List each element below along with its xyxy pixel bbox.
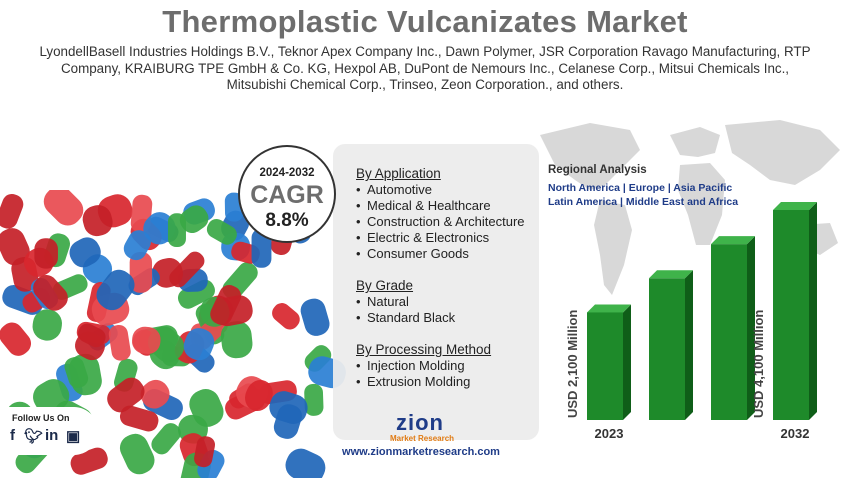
- pellet: [220, 321, 253, 359]
- segment-list-grade: Natural Standard Black: [356, 294, 455, 326]
- bar-top: [649, 270, 693, 279]
- logo-tagline: Market Research: [390, 434, 455, 443]
- segment-item: Standard Black: [356, 310, 455, 326]
- segment-item: Automotive: [356, 182, 525, 198]
- segment-item: Natural: [356, 294, 455, 310]
- facebook-icon[interactable]: f: [10, 427, 15, 444]
- market-size-chart: 2023 USD 2,100 Million 2032 USD 4,100 Milli…: [565, 202, 817, 441]
- pellet: [169, 251, 205, 288]
- segment-list-processing: Injection Molding Extrusion Molding: [356, 358, 470, 390]
- pellet: [69, 237, 101, 268]
- pellet: [64, 357, 89, 388]
- bar-top: [773, 202, 817, 210]
- data-label: USD 4,100 Million: [751, 310, 766, 418]
- regional-line: North America | Europe | Asia Pacific: [548, 182, 733, 194]
- segment-item: Construction & Architecture: [356, 214, 525, 230]
- world-map-graphic: [540, 120, 840, 295]
- pellet: [0, 193, 24, 229]
- pellet: [32, 309, 63, 341]
- bar-side: [809, 202, 817, 420]
- cagr-label: CAGR: [250, 181, 324, 209]
- cagr-years: 2024-2032: [259, 167, 315, 179]
- pellet: [0, 228, 30, 266]
- pellet: [132, 326, 161, 354]
- pellets-image: [0, 190, 346, 478]
- cagr-badge: 2024-2032 CAGR 8.8%: [238, 145, 336, 243]
- segment-item: Extrusion Molding: [356, 374, 470, 390]
- pellet: [119, 405, 159, 432]
- pellet: [129, 252, 153, 293]
- cagr-value: 8.8%: [265, 210, 309, 231]
- data-label: USD 2,100 Million: [565, 310, 580, 418]
- pellet: [119, 433, 155, 475]
- segment-item: Medical & Healthcare: [356, 198, 525, 214]
- pellet: [285, 448, 326, 478]
- pellet: [123, 230, 151, 261]
- regional-analysis-title: Regional Analysis: [548, 164, 647, 176]
- follow-us-box: Follow Us On f 🐦︎ in ▣: [0, 407, 98, 455]
- x-tick-label: 2032: [781, 426, 810, 441]
- pellet: [0, 322, 32, 356]
- x-tick-label: 2023: [595, 426, 624, 441]
- pellet: [183, 328, 215, 361]
- bar-side: [685, 270, 693, 420]
- bar-side: [623, 304, 631, 420]
- zion-logo[interactable]: zion Market Research: [386, 410, 466, 446]
- pellet: [107, 377, 145, 413]
- pellet: [77, 323, 106, 348]
- segment-item: Injection Molding: [356, 358, 470, 374]
- page-title: Thermoplastic Vulcanizates Market: [162, 4, 688, 39]
- bar: [773, 210, 809, 420]
- companies-line: LyondellBasell Industries Holdings B.V.,…: [39, 44, 811, 59]
- pellet: [300, 298, 330, 336]
- segment-title-grade: By Grade: [356, 278, 414, 293]
- pellet: [33, 274, 68, 311]
- twitter-icon[interactable]: 🐦︎: [24, 428, 44, 445]
- segment-item: Consumer Goods: [356, 246, 525, 262]
- pellet: [43, 190, 84, 226]
- pellet: [189, 389, 224, 427]
- bar-side: [747, 236, 755, 420]
- bar: [649, 278, 685, 420]
- companies-line: Company, KRAIBURG TPE GmbH & Co. KG, Hex…: [60, 60, 790, 76]
- segment-item: Electric & Electronics: [356, 230, 525, 246]
- pellet: [108, 324, 131, 361]
- bar-top: [587, 304, 631, 313]
- logo-wordmark: zion: [396, 410, 444, 435]
- pellet: [151, 423, 181, 455]
- pellet: [272, 303, 300, 330]
- pellet: [210, 285, 242, 326]
- pellet: [194, 436, 216, 468]
- companies-line: Mitsubishi Chemical Corp., Trinseo, Zeon…: [226, 77, 624, 92]
- pellet: [82, 205, 113, 237]
- segment-title-processing: By Processing Method: [356, 342, 492, 357]
- bar: [587, 312, 623, 420]
- pellet: [143, 212, 176, 245]
- pellet: [140, 379, 170, 409]
- website-url[interactable]: www.zionmarketresearch.com: [342, 446, 500, 458]
- pellet: [34, 238, 58, 269]
- pellet: [179, 205, 209, 234]
- segment-list-application: Automotive Medical & Healthcare Construc…: [356, 182, 525, 262]
- pellet: [273, 404, 302, 439]
- regional-line: Latin America | Middle East and Africa: [548, 196, 739, 208]
- pellet: [245, 380, 273, 412]
- companies-list: LyondellBasell Industries Holdings B.V.,…: [20, 44, 830, 94]
- pellet: [70, 447, 108, 475]
- pellet: [167, 213, 186, 248]
- linkedin-icon[interactable]: in: [45, 427, 59, 444]
- follow-us-label: Follow Us On: [12, 413, 70, 423]
- pellet: [304, 383, 324, 416]
- bar-top: [711, 236, 755, 245]
- bar: [711, 244, 747, 420]
- pellet: [206, 218, 237, 245]
- segment-title-application: By Application: [356, 166, 441, 181]
- instagram-icon[interactable]: ▣: [66, 428, 81, 445]
- pellet: [96, 269, 135, 311]
